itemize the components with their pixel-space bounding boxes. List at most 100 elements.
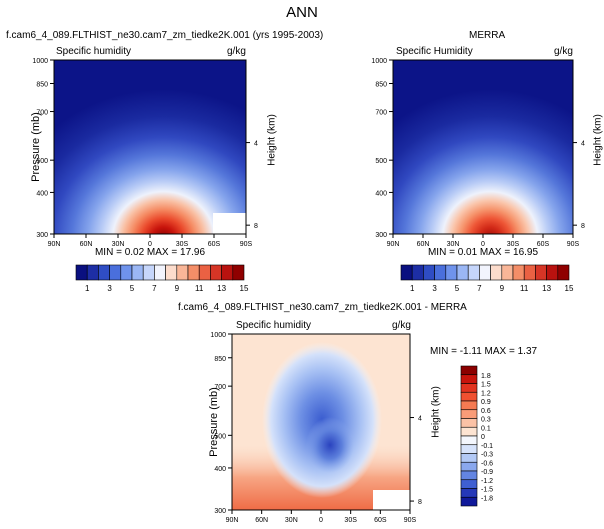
panel3-xtick-label: 0 <box>319 517 323 524</box>
shared-colorbar2-box <box>467 264 480 281</box>
diff-colorbar-label: -1.5 <box>481 487 493 494</box>
diff-colorbar: 1.8 1.51.2 0.9 0.6 0.30.1 0 -0.1 -0.3-0.6 -0.9 -1… <box>460 365 493 507</box>
diff-colorbar-box <box>460 444 478 454</box>
diff-colorbar-label: -0.6 <box>481 460 493 467</box>
panel2-xtick-label: 60S <box>537 241 550 248</box>
panel2-xtick-label: 90S <box>567 241 580 248</box>
diff-colorbar-box <box>460 461 478 472</box>
diff-colorbar-label: 0.3 <box>481 417 491 424</box>
panel-model <box>53 59 247 235</box>
panel3-variable: Specific humidity <box>236 320 312 331</box>
panel-diff <box>231 333 411 511</box>
diff-colorbar-label: 0.9 <box>481 399 491 406</box>
panel2-stats: MIN = 0.01 MAX = 16.95 <box>427 247 539 258</box>
diff-colorbar-label: -1.8 <box>481 495 493 502</box>
panel2-xtick-label: 60N <box>417 241 430 248</box>
shared-colorbar-label: 13 <box>217 284 226 293</box>
panel3-ytick-label: 1000 <box>210 332 226 339</box>
panel1-xtick-label: 30N <box>112 241 125 248</box>
diff-colorbar-label: 1.5 <box>481 382 491 389</box>
shared-colorbar2-label: 5 <box>455 284 460 293</box>
panel2-ytick-label: 400 <box>375 190 387 197</box>
panel3-y2tick-label: 8 <box>418 499 422 506</box>
panel1-ytick-label: 400 <box>36 190 48 197</box>
shared-colorbar2-box <box>479 264 491 281</box>
diff-colorbar-box <box>460 418 478 428</box>
panel1-ytick-label: 850 <box>36 81 48 88</box>
panel3-xtick-label: 30S <box>344 517 357 524</box>
panel1-field <box>54 60 246 234</box>
diff-colorbar-box <box>460 496 478 507</box>
diff-colorbar-box <box>460 383 478 393</box>
diff-colorbar-box <box>460 435 478 446</box>
panel3-ytick-label: 700 <box>214 384 226 391</box>
shared-colorbar-box <box>75 264 88 281</box>
shared-colorbar-box <box>109 264 122 281</box>
shared-colorbar-box <box>210 264 222 281</box>
panel2-y2tick-label: 4 <box>581 141 585 148</box>
shared-colorbar-box <box>142 264 155 281</box>
shared-colorbar-box <box>120 264 133 281</box>
shared-colorbar2-box <box>411 264 424 281</box>
diff-colorbar-box <box>460 365 478 376</box>
shared-colorbar2-box <box>501 264 514 281</box>
shared-colorbar2-label: 9 <box>500 284 505 293</box>
shared-colorbar-label: 11 <box>195 284 204 293</box>
panel2-field <box>393 60 573 234</box>
shared-colorbar2-box <box>445 264 458 281</box>
panel2-variable: Specific Humidity <box>396 46 473 57</box>
panel1-y2tick-label: 4 <box>254 141 258 148</box>
shared-colorbar-box <box>154 264 166 281</box>
panel2-xtick-label: 30N <box>447 241 460 248</box>
diff-colorbar-label: 1.2 <box>481 390 491 397</box>
shared-colorbar2-label: 1 <box>410 284 415 293</box>
diff-colorbar-box <box>460 453 478 463</box>
shared-colorbar2-box <box>557 264 570 281</box>
panel2-ytick-label: 850 <box>375 81 387 88</box>
panel2-xtick-label: 30S <box>507 241 520 248</box>
panel2-units: g/kg <box>554 46 573 57</box>
shared-colorbar2-box <box>523 264 536 281</box>
panel2-xtick-label: 90N <box>387 241 400 248</box>
panel1-variable: Specific humidity <box>56 46 132 57</box>
diff-colorbar-box <box>460 400 478 411</box>
diff-colorbar-label: -1.2 <box>481 478 493 485</box>
panel3-ytick-label: 500 <box>214 433 226 440</box>
panel2-ytick-label: 1000 <box>371 58 387 65</box>
shared-colorbar-label: 7 <box>152 284 157 293</box>
diff-colorbar-label: 0 <box>481 434 485 441</box>
panel3-xtick-label: 60N <box>255 517 268 524</box>
shared-colorbar2-box <box>423 264 435 281</box>
panel1-y2label: Height (km) <box>266 114 278 166</box>
panel3-title: f.cam6_4_089.FLTHIST_ne30.cam7_zm_tiedke… <box>178 302 467 313</box>
shared-colorbar2-box <box>535 264 547 281</box>
diff-colorbar-label: -0.1 <box>481 443 493 450</box>
panel1-ytick-label: 1000 <box>32 58 48 65</box>
diff-colorbar-box <box>460 409 478 419</box>
diff-colorbar-label: 0.1 <box>481 425 491 432</box>
panel1-y2tick-label: 8 <box>254 223 258 230</box>
shared-colorbar-label: 5 <box>130 284 135 293</box>
panel1-xtick-label: 30S <box>176 241 189 248</box>
panel3-stats: MIN = -1.11 MAX = 1.37 <box>430 346 538 357</box>
panel2-title: MERRA <box>469 30 506 41</box>
panel3-ytick-label: 850 <box>214 356 226 363</box>
panel1-stats: MIN = 0.02 MAX = 17.96 <box>94 247 206 258</box>
panel1-xtick-label: 60S <box>208 241 221 248</box>
diff-colorbar-box <box>460 470 478 481</box>
shared-colorbar2-label: 7 <box>477 284 482 293</box>
panel2-y2label: Height (km) <box>592 114 604 166</box>
panel-obs <box>392 59 574 235</box>
diff-colorbar-label: -0.3 <box>481 452 493 459</box>
shared-colorbar2-box <box>546 264 559 281</box>
panel3-missing-region <box>373 490 410 510</box>
shared-colorbar-label: 9 <box>175 284 180 293</box>
panel3-units: g/kg <box>392 320 411 331</box>
shared-colorbar-box <box>165 264 178 281</box>
diff-colorbar-label: 1.8 <box>481 373 491 380</box>
panel2-ytick-label: 700 <box>375 110 387 117</box>
panel3-ytick-label: 400 <box>214 466 226 473</box>
panel2-ytick-label: 500 <box>375 158 387 165</box>
shared-colorbar-box <box>131 264 144 281</box>
